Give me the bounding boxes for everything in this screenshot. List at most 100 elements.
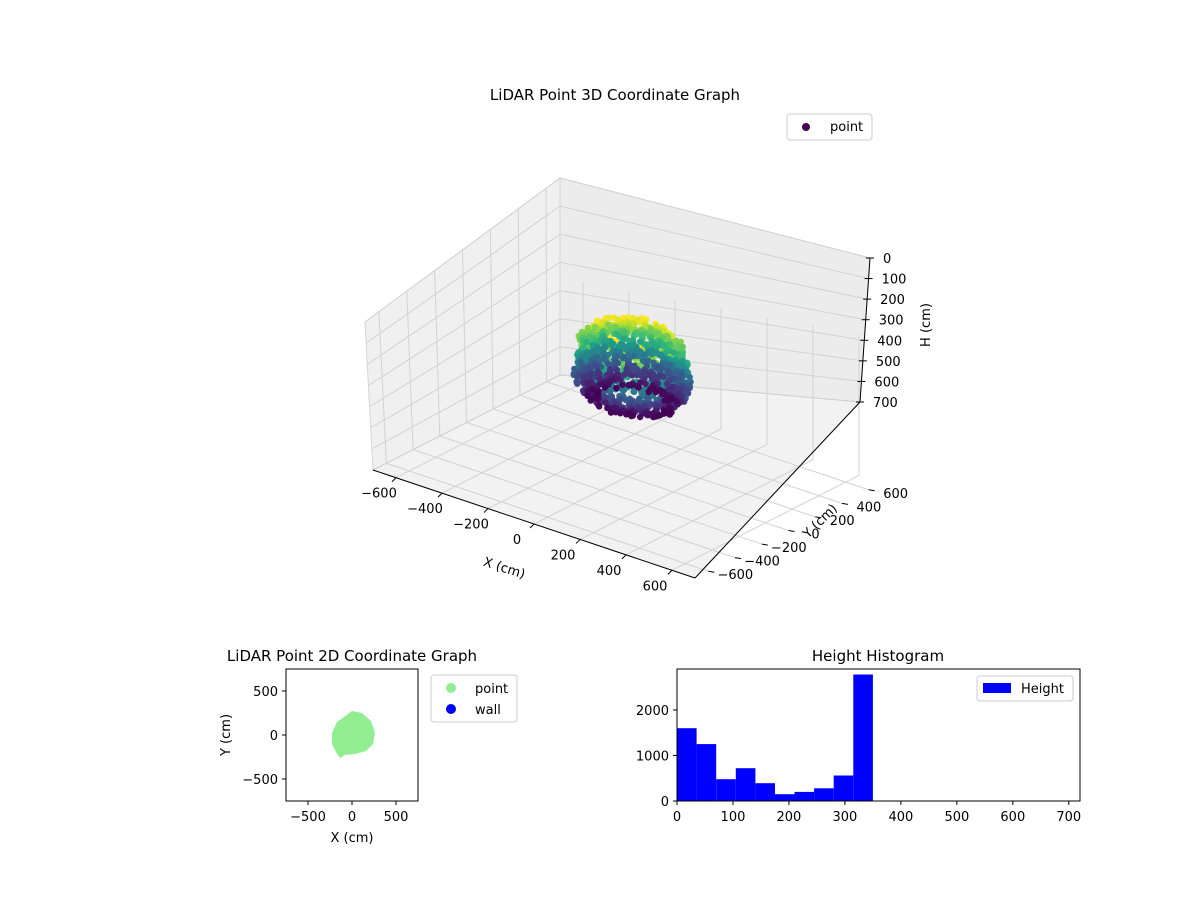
grid-line-z-back [559, 177, 871, 259]
cloud-point [642, 380, 649, 388]
cloud-point [617, 410, 624, 417]
cloud-point [652, 413, 659, 420]
x-tick-label-hist: 200 [777, 810, 802, 825]
grid-line-y-wall [545, 188, 548, 382]
cloud-point [586, 371, 593, 379]
cloud-point [675, 375, 683, 382]
z-tick-label-3d: 0 [883, 252, 891, 267]
grid-line-z-left [369, 290, 561, 407]
cloud-point [619, 381, 626, 388]
cloud-point [593, 362, 600, 370]
y-tick-label-hist: 1000 [636, 749, 669, 764]
grid-line-z-left [364, 177, 561, 323]
histogram-bar [677, 728, 697, 801]
cloud-point [631, 362, 638, 369]
y-tick-label-hist: 2000 [636, 704, 669, 719]
cloud-point [589, 348, 596, 356]
cloud-point [614, 360, 622, 367]
cloud-point [587, 365, 594, 373]
cloud-point [594, 354, 601, 361]
grid-line-z-left [372, 374, 561, 471]
grid-line-z-left [365, 205, 561, 344]
y-tick-3d [841, 502, 849, 505]
cloud-point [640, 352, 647, 359]
cloud-point [673, 370, 680, 377]
cloud-point [589, 386, 596, 393]
x-tick-3d [621, 554, 627, 560]
cloud-point [652, 389, 659, 396]
legend-2d: point wall [430, 674, 518, 723]
cloud-point [673, 397, 680, 405]
cloud-point [596, 370, 603, 377]
cloud-point [594, 391, 602, 398]
grid-line-z-left [370, 318, 561, 429]
y-tick-label-3d: 600 [883, 487, 908, 502]
cloud-point [666, 396, 673, 403]
x-tick-label-hist: 300 [833, 810, 858, 825]
cloud-point [595, 345, 603, 352]
chart-3d: LiDAR Point 3D Coordinate Graph −600−400… [361, 86, 934, 594]
cloud-point [601, 355, 608, 362]
cloud-point [580, 373, 587, 380]
x-tick-label-hist: 700 [1056, 810, 1081, 825]
grid-line-z-back [559, 261, 866, 321]
cloud-point [630, 321, 638, 328]
z-tick-label-3d: 700 [873, 396, 898, 411]
y-axis-line [694, 401, 861, 579]
cloud-point [633, 344, 640, 351]
histogram-bar [853, 674, 873, 801]
y-tick-label-3d: 400 [857, 500, 882, 515]
legend-2d-point-marker [446, 683, 456, 693]
cloud-point [643, 358, 650, 365]
cloud-point [655, 364, 662, 372]
legend-2d-point-label: point [475, 682, 508, 697]
x-tick-label-3d: 400 [597, 564, 622, 579]
cloud-point [653, 373, 660, 381]
y-tick-label-3d: −200 [771, 541, 807, 556]
x-tick-label-hist: 400 [888, 810, 913, 825]
cloud-point [637, 338, 644, 345]
histogram: Height Histogram 0 100 200 300 400 500 600 7000… [636, 647, 1081, 825]
cloud-point [620, 353, 627, 361]
histogram-bar [775, 794, 795, 801]
grid-line-y [386, 462, 709, 572]
chart-2d: LiDAR Point 2D Coordinate Graph −500−500… [219, 647, 518, 846]
cloud-point [582, 338, 590, 346]
histogram-bar [833, 775, 854, 801]
grid-line-y-wall [434, 270, 441, 437]
cloud-point [604, 404, 611, 412]
legend-hist-box [976, 675, 1074, 702]
x-tick-label-3d: 600 [643, 579, 668, 594]
z-tick-label-3d: 600 [874, 375, 899, 390]
cloud-point [636, 413, 644, 421]
cloud-point [634, 397, 642, 405]
cloud-point [660, 407, 667, 414]
cloud-point [665, 370, 673, 377]
grid-line-z-back [559, 290, 865, 341]
cloud-point [574, 380, 581, 387]
histogram-bar [696, 744, 717, 801]
grid-line-y-wall [462, 249, 467, 423]
ticks-3d: −600−400−2000200400600−600−400−200020040… [361, 252, 908, 594]
cloud-point [605, 314, 612, 321]
cloud-point [647, 327, 654, 334]
cloud-point [630, 388, 637, 395]
cloud-point [616, 395, 624, 403]
y-tick-3d [761, 543, 768, 546]
point-blob [332, 711, 375, 758]
cloud-point [623, 366, 630, 373]
cloud-point [617, 376, 624, 383]
y-tick-3d [708, 570, 715, 573]
y-tick-3d [788, 530, 795, 532]
cloud-point [621, 371, 628, 378]
y-tick-label-3d: 200 [830, 514, 855, 529]
chart-3d-title: LiDAR Point 3D Coordinate Graph [490, 86, 740, 104]
histogram-plot-area [676, 668, 1081, 802]
cloud-point [602, 393, 609, 401]
grid-line-y [519, 394, 843, 504]
histogram-title: Height Histogram [812, 647, 944, 665]
grid-line-z-left [367, 233, 561, 365]
grid-line-y [439, 435, 762, 545]
grid-line-y-wall [406, 291, 414, 450]
